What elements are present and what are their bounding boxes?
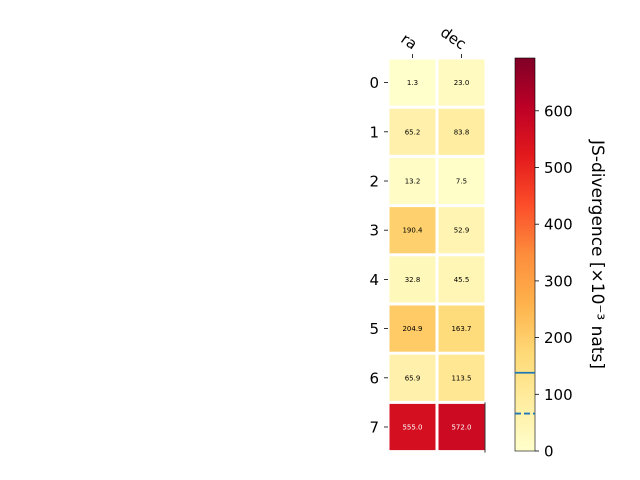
- colorbar-tick-label: 600: [544, 102, 573, 120]
- colorbar-tick-label: 400: [544, 216, 573, 234]
- heatmap-cell: [438, 305, 485, 352]
- heatmap-cell: [438, 403, 485, 451]
- row-label: 0: [369, 74, 379, 92]
- row-label: 2: [369, 173, 379, 191]
- cell-value-label: 190.4: [402, 227, 423, 235]
- cell-value-label: 65.9: [405, 374, 421, 382]
- heatmap-grid: 1.3 23.0 65.2 83.8 13.2 7.5 190.4 52.9 32.8 45.5 2…: [389, 59, 486, 453]
- colorbar-tick-label: 500: [544, 159, 573, 177]
- colorbar-tick-label: 200: [544, 329, 573, 347]
- cell-value-label: 23.0: [454, 79, 470, 87]
- heatmap-cell: [389, 256, 436, 303]
- heatmap-cell: [389, 59, 436, 106]
- cell-value-label: 83.8: [454, 128, 470, 136]
- colorbar-label: JS-divergence [×10⁻³ nats]: [587, 139, 607, 369]
- heatmap-cell: [438, 256, 485, 303]
- heatmap-cell: [389, 207, 436, 254]
- cell-value-label: 45.5: [454, 276, 470, 284]
- cell-value-label: 1.3: [407, 79, 418, 87]
- cell-value-label: 113.5: [451, 374, 471, 382]
- heatmap-cell: [389, 354, 436, 401]
- heatmap-cell: [438, 207, 485, 254]
- colorbar-tick-label: 0: [544, 443, 554, 461]
- colorbar-gradient: [514, 57, 536, 452]
- cell-value-label: 65.2: [405, 128, 421, 136]
- heatmap-cell: [389, 108, 436, 155]
- colorbar-tick-label: 100: [544, 386, 573, 404]
- heatmap-cell: [389, 403, 436, 451]
- row-labels: 0 1 2 3 4 5 6 7: [369, 74, 388, 437]
- column-labels: ra dec: [398, 23, 470, 58]
- heatmap-cell: [389, 305, 436, 352]
- cell-value-label: 7.5: [456, 178, 467, 186]
- heatmap-cell: [438, 59, 485, 106]
- cell-value-label: 163.7: [451, 325, 471, 333]
- row-label: 1: [369, 123, 379, 141]
- row-label: 7: [369, 419, 379, 437]
- cell-value-label: 204.9: [402, 325, 422, 333]
- heatmap-cell: [389, 157, 436, 205]
- cell-value-label: 555.0: [402, 424, 422, 432]
- cell-value-label: 13.2: [405, 178, 421, 186]
- colorbar-tick-label: 300: [544, 272, 573, 290]
- heatmap-cell: [438, 108, 485, 155]
- cell-value-label: 32.8: [405, 276, 421, 284]
- heatmap-cell: [438, 157, 485, 205]
- cell-value-label: 52.9: [454, 227, 470, 235]
- row-label: 6: [369, 369, 379, 387]
- cell-value-label: 572.0: [451, 424, 471, 432]
- row-label: 4: [369, 271, 379, 289]
- column-label: dec: [437, 23, 469, 53]
- heatmap-cell: [438, 354, 485, 401]
- colorbar: 0 100 200 300 400 500 600 JS-divergence [×10⁻³ …: [514, 57, 607, 461]
- column-label: ra: [398, 30, 421, 54]
- row-label: 3: [369, 222, 379, 240]
- row-label: 5: [369, 320, 379, 338]
